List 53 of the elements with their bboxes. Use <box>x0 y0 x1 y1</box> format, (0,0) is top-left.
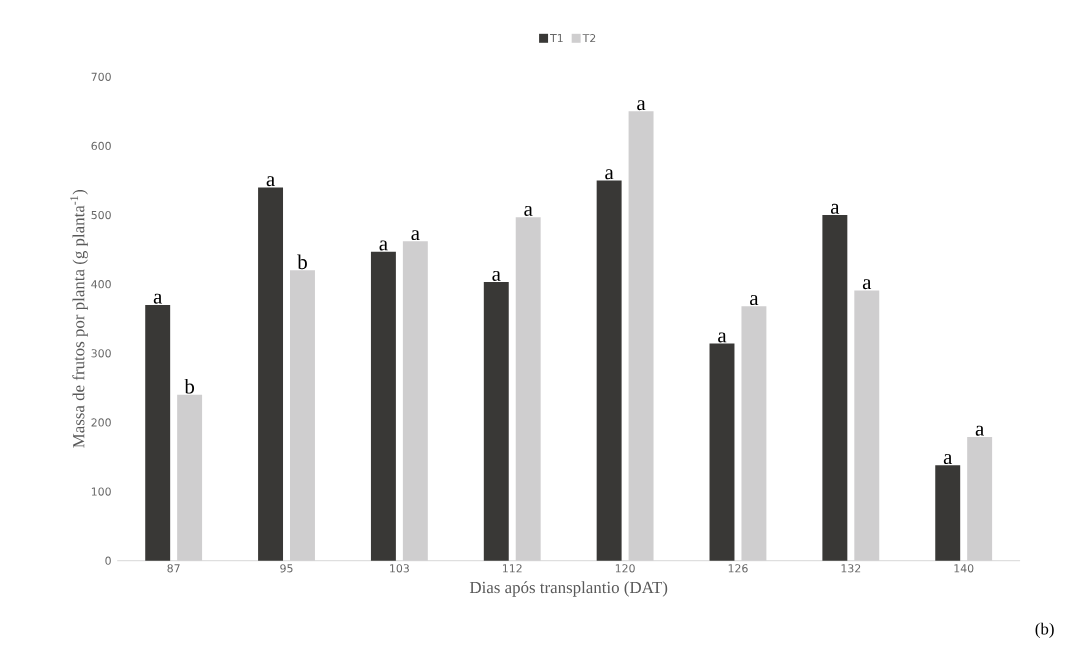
bar <box>258 187 284 561</box>
annotation: a <box>718 332 727 343</box>
y-tick-label: 400 <box>91 279 111 289</box>
bar <box>741 306 767 561</box>
annotation: a <box>975 425 984 436</box>
x-tick-label: 132 <box>841 563 861 573</box>
bar <box>290 270 315 561</box>
annotation: a <box>411 229 420 240</box>
y-tick-label: 500 <box>91 210 111 219</box>
annotation: b <box>184 378 195 394</box>
bar <box>854 290 880 561</box>
annotation: a <box>605 169 614 180</box>
x-axis-title: Dias após transplantio (DAT) <box>469 581 668 597</box>
bar <box>935 465 961 561</box>
annotation: a <box>492 270 501 281</box>
y-tick-label: 100 <box>91 487 111 496</box>
annotation: a <box>637 99 646 110</box>
annotation: a <box>830 203 840 214</box>
x-tick-label: 112 <box>503 563 522 573</box>
annotation: a <box>153 293 163 304</box>
text: (b) <box>1035 622 1054 638</box>
legend-label: T2 <box>582 33 596 42</box>
x-tick-label: 126 <box>728 563 748 573</box>
bar <box>709 343 735 561</box>
x-tick-label: 87 <box>167 563 180 573</box>
bar <box>145 304 171 561</box>
bar <box>483 281 509 561</box>
y-axis-title: Massa de frutos por planta (g planta$^{-1}$) <box>70 189 88 448</box>
bar <box>177 394 203 561</box>
x-tick-label: 140 <box>954 563 974 573</box>
bar <box>515 216 541 561</box>
y-tick-label: 0 <box>105 556 111 565</box>
y-tick-label: 200 <box>91 418 111 427</box>
y-tick-label: 300 <box>91 348 111 358</box>
bar <box>596 180 622 561</box>
annotation: a <box>862 278 872 289</box>
bar <box>402 241 428 561</box>
annotation: a <box>379 240 388 251</box>
annotation: b <box>297 254 307 269</box>
x-tick-label: 120 <box>615 563 635 573</box>
legend-label: T1 <box>550 33 563 42</box>
bar <box>370 251 396 561</box>
bar <box>628 111 654 561</box>
bar <box>822 214 848 561</box>
annotation: a <box>266 175 275 186</box>
y-tick-label: 700 <box>91 72 111 81</box>
annotation: a <box>943 453 953 464</box>
x-tick-label: 103 <box>390 563 409 573</box>
y-tick-label: 600 <box>91 141 111 150</box>
annotation: a <box>524 205 533 216</box>
bar <box>967 436 993 561</box>
annotation: a <box>750 294 759 305</box>
x-tick-label: 95 <box>280 563 293 573</box>
